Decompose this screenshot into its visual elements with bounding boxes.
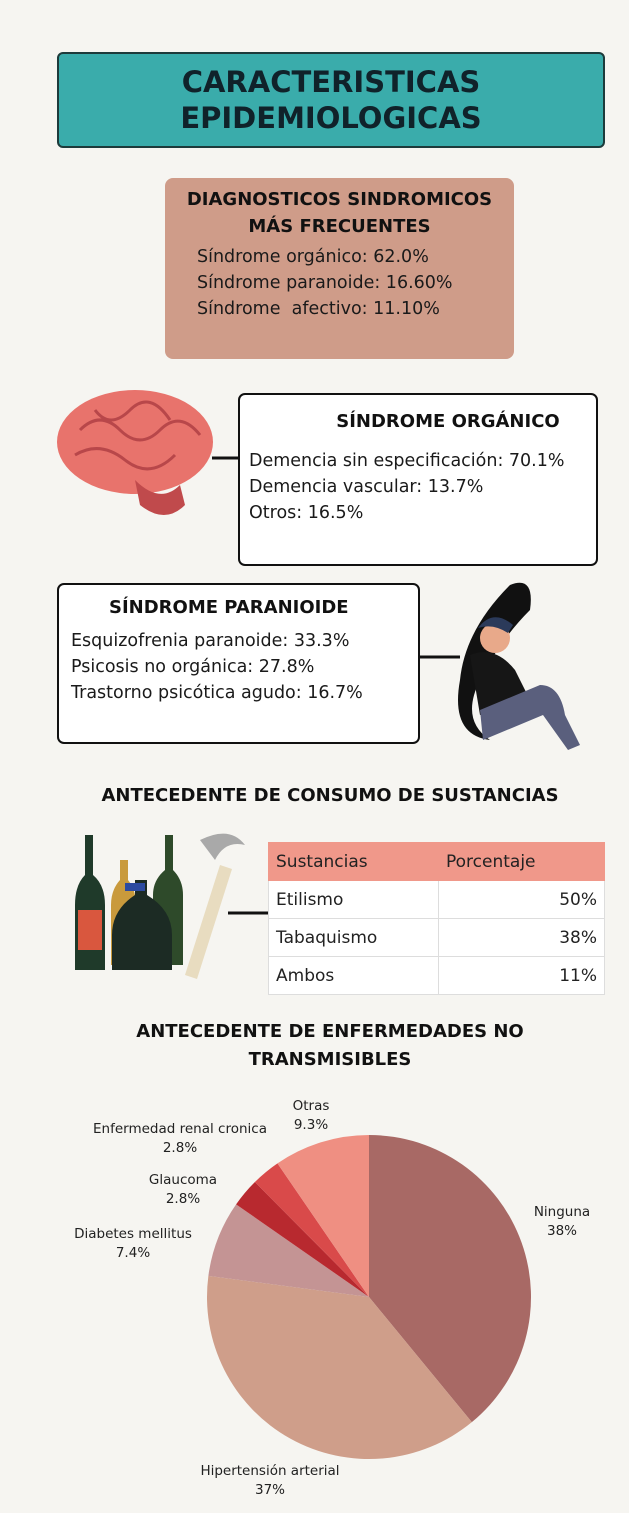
pie-value-label: 9.3% <box>294 1117 328 1133</box>
table-cell: 50% <box>439 881 605 919</box>
organic-item: Otros: 16.5% <box>249 500 596 526</box>
pie-label: Glaucoma <box>149 1172 217 1188</box>
substances-title: ANTECEDENTE DE CONSUMO DE SUSTANCIAS <box>0 785 629 806</box>
infographic: CARACTERISTICAS EPIDEMIOLOGICAS DIAGNOST… <box>0 0 629 1513</box>
pie-label: Hipertensión arterial <box>200 1463 339 1479</box>
pie-value-label: 7.4% <box>116 1245 150 1261</box>
pie-value-label: 2.8% <box>163 1140 197 1156</box>
paranoid-item: Trastorno psicótica agudo: 16.7% <box>71 680 418 706</box>
pie-label: Enfermedad renal cronica <box>93 1121 267 1137</box>
table-cell: 11% <box>439 957 605 995</box>
diagnostics-item: Síndrome paranoide: 16.60% <box>197 270 514 296</box>
table-header-cell: Sustancias <box>269 843 439 881</box>
pie-title: ANTECEDENTE DE ENFERMEDADES NO TRANSMISI… <box>120 1018 540 1074</box>
title-box: CARACTERISTICAS EPIDEMIOLOGICAS <box>57 52 605 148</box>
organic-title: SÍNDROME ORGÁNICO <box>300 411 596 432</box>
title: CARACTERISTICAS EPIDEMIOLOGICAS <box>171 64 491 136</box>
pie-value-label: 38% <box>547 1223 577 1239</box>
table-cell: 38% <box>439 919 605 957</box>
table-header-cell: Porcentaje <box>439 843 605 881</box>
bottles <box>60 825 275 985</box>
pie-value-label: 2.8% <box>166 1191 200 1207</box>
table-cell: Ambos <box>269 957 439 995</box>
diagnostics-item: Síndrome orgánico: 62.0% <box>197 244 514 270</box>
pie-value-label: 37% <box>255 1482 285 1498</box>
table-cell: Tabaquismo <box>269 919 439 957</box>
pie-label: Ninguna <box>534 1204 590 1220</box>
paranoid-item: Esquizofrenia paranoide: 33.3% <box>71 628 418 654</box>
diagnostics-box: DIAGNOSTICOS SINDROMICOS MÁS FRECUENTES … <box>165 178 514 359</box>
pie-chart: Ninguna 38% Hipertensión arterial 37% Diabet… <box>0 1090 629 1510</box>
pie-label: Diabetes mellitus <box>74 1226 192 1242</box>
organic-item: Demencia vascular: 13.7% <box>249 474 596 500</box>
pie-label: Otras <box>293 1098 330 1114</box>
paranoid-box: SÍNDROME PARANIOIDE Esquizofrenia parano… <box>57 583 420 744</box>
paranoid-title: SÍNDROME PARANIOIDE <box>59 597 418 618</box>
organic-box: SÍNDROME ORGÁNICO Demencia sin especific… <box>238 393 598 566</box>
diagnostics-title: DIAGNOSTICOS SINDROMICOS MÁS FRECUENTES <box>185 186 494 240</box>
paranoid-item: Psicosis no orgánica: 27.8% <box>71 654 418 680</box>
diagnostics-item: Síndrome afectivo: 11.10% <box>197 296 514 322</box>
organic-item: Demencia sin especificación: 70.1% <box>249 448 596 474</box>
table-header: Sustancias Porcentaje <box>269 843 605 881</box>
table-cell: Etilismo <box>269 881 439 919</box>
